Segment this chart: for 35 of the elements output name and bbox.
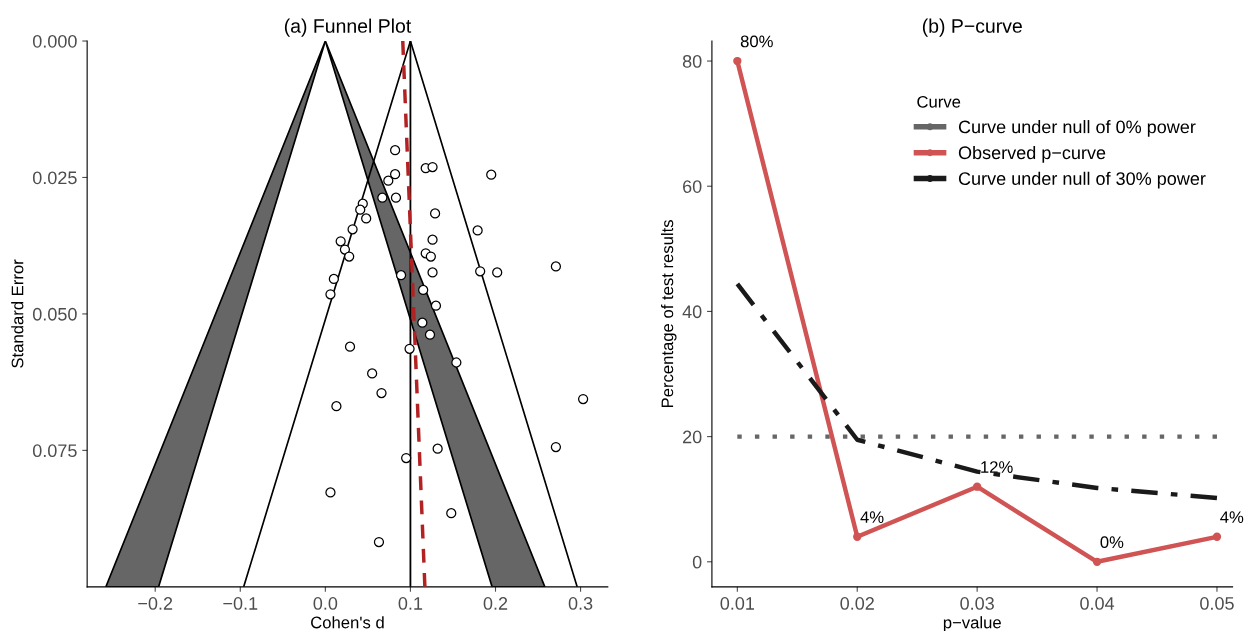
- y-tick-label: 0.075: [32, 444, 77, 458]
- chart-title: (a) Funnel Plot: [284, 18, 412, 37]
- x-tick-label: 0.04: [1080, 597, 1115, 610]
- y-tick-label: 60: [683, 180, 702, 193]
- x-tick-label: 0.05: [1200, 597, 1234, 610]
- y-tick-label: 0.050: [32, 307, 77, 321]
- legend-label: Curve under null of 30% power: [958, 171, 1206, 189]
- y-tick-label: 40: [682, 305, 702, 319]
- chart-title: (b) P−curve: [922, 18, 1022, 37]
- x-tick-label: 0.2: [483, 597, 508, 610]
- legend-label: Curve under null of 0% power: [958, 120, 1196, 137]
- x-axis-title: Cohen's d: [311, 616, 384, 629]
- x-tick-label: 0.0: [313, 597, 338, 610]
- data-label: 80%: [740, 35, 773, 48]
- y-axis-title: Percentage of test results: [661, 220, 677, 408]
- x-tick-label: 0.3: [568, 597, 593, 610]
- y-axis-title: Standard Error: [11, 259, 24, 368]
- x-tick-label: 0.1: [398, 597, 423, 610]
- data-label: 0%: [1100, 536, 1124, 549]
- data-label: 4%: [860, 511, 884, 523]
- y-tick-label: 0: [692, 555, 702, 569]
- legend-title: Curve: [917, 95, 961, 108]
- legend-label: Observed p−curve: [958, 145, 1106, 163]
- x-tick-label: −0.2: [138, 597, 173, 610]
- y-tick-label: 0.025: [32, 171, 77, 185]
- y-tick-label: 20: [683, 430, 702, 444]
- x-axis-title: p−value: [943, 616, 1001, 631]
- data-label: 12%: [981, 461, 1013, 473]
- x-tick-label: 0.03: [960, 597, 994, 610]
- x-tick-label: −0.1: [223, 597, 258, 610]
- y-tick-label: 80: [682, 54, 702, 68]
- x-tick-label: 0.01: [720, 597, 755, 610]
- x-tick-label: 0.02: [840, 597, 874, 610]
- y-tick-label: 0.000: [32, 34, 77, 48]
- data-label: 4%: [1220, 511, 1244, 523]
